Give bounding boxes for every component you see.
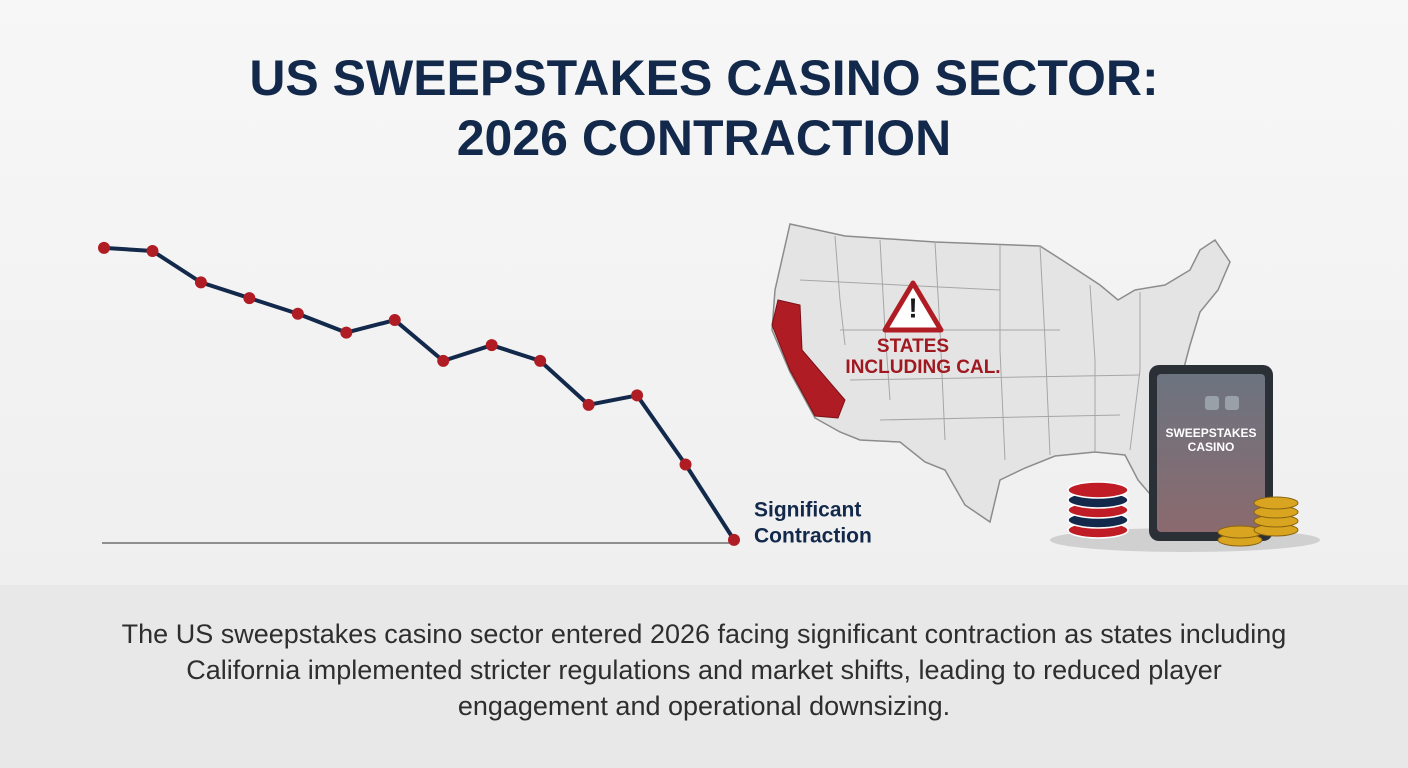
caption-band [0, 585, 1408, 768]
point [728, 533, 740, 546]
point [534, 354, 547, 367]
point [485, 339, 498, 352]
point [437, 354, 450, 367]
point [291, 307, 304, 320]
line [103, 245, 736, 541]
chart-title: US SWEEPSTAKES CASINO SECTOR: [249, 50, 1158, 106]
annotation: Significant [754, 499, 861, 522]
point [146, 244, 159, 257]
point [631, 389, 644, 402]
point [340, 326, 353, 339]
chart-title: 2026 CONTRACTION [457, 110, 952, 166]
point [243, 292, 256, 305]
map-label: STATES [877, 336, 949, 357]
point [194, 276, 207, 289]
caption: The US sweepstakes casino sector entered… [121, 619, 1287, 721]
point [582, 398, 595, 411]
tablet-label: CASINO [1188, 440, 1235, 454]
annotation: Contraction [754, 525, 872, 548]
map-label: INCLUDING CAL. [845, 357, 1000, 378]
svg-text:!: ! [908, 292, 917, 323]
point [679, 458, 692, 471]
point [388, 314, 401, 327]
tablet-illustration [1050, 365, 1320, 552]
point [98, 241, 110, 254]
tablet-label: SWEEPSTAKES [1165, 426, 1256, 440]
